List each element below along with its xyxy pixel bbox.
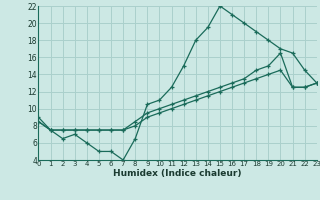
X-axis label: Humidex (Indice chaleur): Humidex (Indice chaleur) — [113, 169, 242, 178]
